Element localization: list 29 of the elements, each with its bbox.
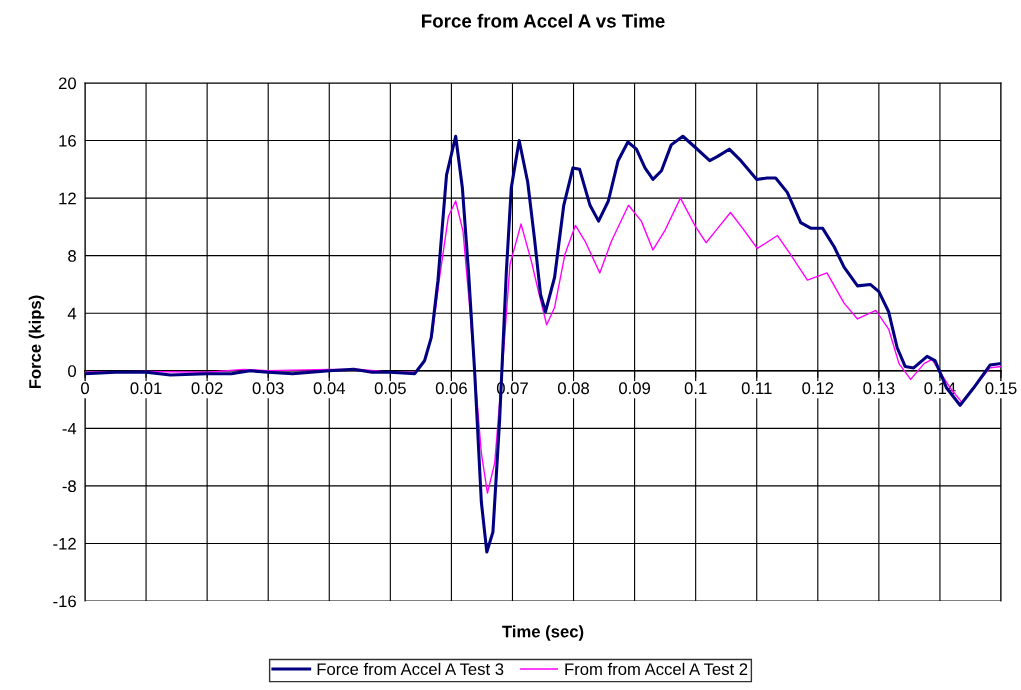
y-tick-label: 20: [58, 77, 77, 90]
y-tick-label: -4: [62, 422, 77, 435]
y-tick-label: 12: [59, 192, 76, 205]
x-tick-label: 0.02: [191, 382, 223, 395]
x-tick-label: 0.06: [435, 382, 467, 395]
x-tick-label: 0.1: [684, 382, 707, 395]
x-tick-label: 0.09: [619, 382, 651, 395]
y-axis-title: Force (kips): [28, 295, 45, 389]
x-tick-label: 0.11: [741, 382, 772, 395]
y-tick-label: 0: [68, 365, 77, 377]
x-tick-label: 0.13: [863, 382, 895, 395]
y-tick-label: -8: [62, 480, 76, 493]
x-tick-label: 0.15: [985, 382, 1017, 395]
y-tick-label: 8: [68, 250, 76, 262]
x-tick-label: 0.05: [374, 382, 406, 395]
y-tick-label: -12: [53, 537, 76, 550]
y-tick-label: 16: [59, 134, 76, 147]
x-tick-label: 0.08: [557, 382, 590, 395]
x-tick-label: 0.01: [130, 382, 162, 395]
y-tick-label: -16: [53, 595, 76, 608]
x-axis-title: Time (sec): [502, 625, 584, 641]
x-tick-label: 0.03: [252, 382, 284, 395]
legend-label: Force from Accel A Test 3: [317, 662, 504, 676]
y-tick-label: 4: [67, 307, 77, 320]
x-tick-label: 0.12: [802, 382, 834, 395]
chart-title: Force from Accel A vs Time: [422, 13, 665, 28]
x-tick-label: 0.04: [313, 382, 345, 395]
x-tick-label: 0: [81, 382, 89, 395]
legend-label: From from Accel A Test 2: [565, 662, 748, 676]
